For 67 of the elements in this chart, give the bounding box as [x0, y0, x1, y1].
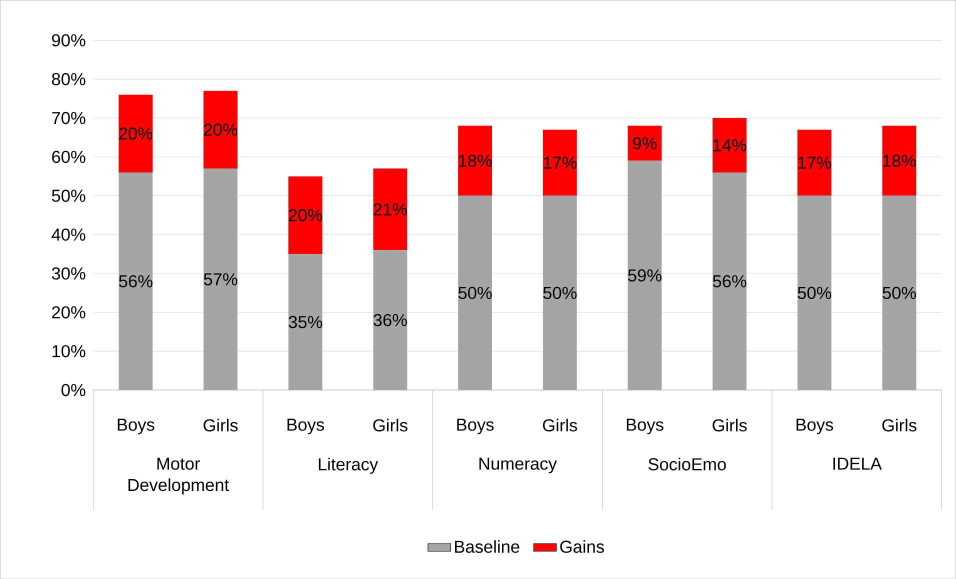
bar — [797, 196, 832, 390]
y-tick-label: 80% — [52, 72, 86, 86]
bar — [288, 254, 322, 390]
x-tick-label: Boys — [796, 418, 834, 434]
data-label: 35% — [288, 316, 322, 328]
data-label: 20% — [204, 123, 238, 136]
data-label: 20% — [119, 127, 152, 140]
y-tick-label: 70% — [52, 112, 86, 124]
x-tick-label: Girls — [373, 418, 408, 432]
bar — [288, 176, 322, 254]
y-tick-label: 0% — [62, 384, 86, 396]
x-tick-label: Girls — [882, 418, 916, 432]
bar — [458, 126, 492, 196]
bar — [204, 168, 238, 390]
data-label: 56% — [712, 274, 746, 288]
bar — [458, 196, 492, 390]
data-label: 50% — [458, 286, 492, 299]
y-tick-label: 60% — [52, 150, 86, 163]
bar — [118, 172, 153, 390]
y-tick-label: 90% — [52, 34, 86, 46]
data-label: 20% — [288, 208, 322, 222]
text: Numeracy — [479, 458, 557, 474]
data-label: 57% — [204, 273, 238, 286]
bar — [712, 172, 747, 390]
bar — [628, 126, 662, 161]
x-tick-label: Boys — [626, 418, 664, 434]
bar — [373, 250, 408, 390]
bar — [542, 130, 577, 196]
data-label: 50% — [882, 286, 916, 299]
text: IDELA — [833, 458, 882, 470]
bar — [542, 196, 577, 390]
bar — [712, 118, 747, 172]
bar — [118, 94, 153, 172]
data-label: 21% — [374, 203, 407, 216]
data-label: 9% — [633, 137, 657, 150]
x-tick-label: Girls — [712, 418, 747, 432]
data-label: 17% — [544, 156, 577, 169]
text: Literacy — [318, 458, 378, 474]
bar — [373, 168, 408, 250]
legend-label: Gains — [560, 540, 604, 553]
text: SocioEmo — [648, 458, 726, 470]
y-tick-label: 20% — [52, 306, 86, 318]
y-tick-label: 40% — [52, 228, 86, 241]
data-label: 18% — [883, 154, 916, 167]
x-tick-label: Boys — [118, 418, 154, 434]
data-label: 50% — [543, 286, 577, 299]
y-tick-label: 30% — [52, 267, 86, 280]
data-label: 59% — [628, 269, 662, 282]
data-label: 36% — [374, 314, 407, 326]
y-tick-label: 50% — [52, 190, 86, 202]
bar — [797, 130, 832, 196]
x-tick-label: Girls — [542, 418, 578, 432]
legend-label: Baseline — [455, 540, 520, 553]
bar — [628, 160, 662, 390]
text: Motor Development — [128, 458, 229, 494]
bar — [882, 126, 916, 196]
data-label: 14% — [714, 139, 746, 152]
data-label: 56% — [119, 274, 152, 288]
bar — [882, 196, 916, 390]
x-tick-label: Boys — [288, 418, 324, 434]
data-label: 18% — [459, 154, 492, 167]
y-tick-label: 10% — [52, 344, 86, 358]
bar — [204, 90, 238, 168]
data-label: 50% — [798, 286, 832, 299]
data-label: 17% — [798, 156, 832, 169]
x-tick-label: Girls — [204, 418, 238, 432]
x-tick-label: Boys — [457, 418, 494, 434]
